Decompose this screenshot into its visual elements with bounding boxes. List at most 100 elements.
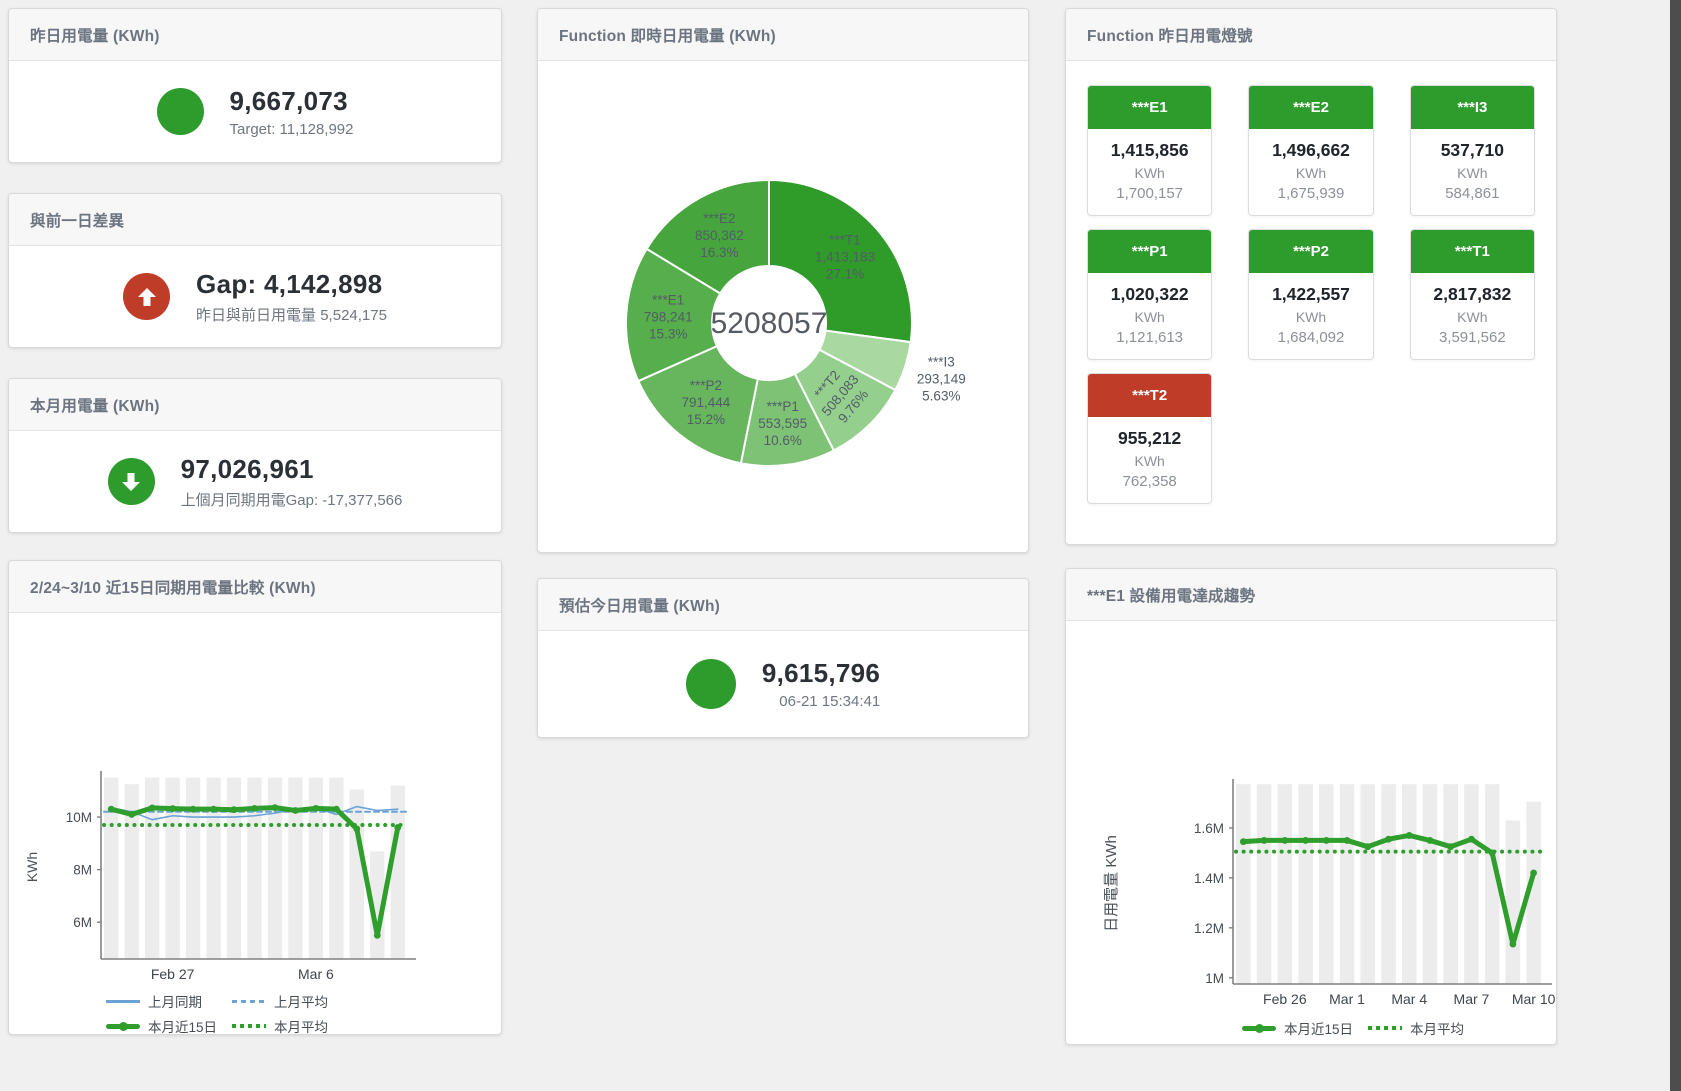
tile-value: 1,415,856: [1110, 140, 1189, 160]
card-header: 本月用電量 (KWh): [9, 379, 501, 431]
svg-text:Mar 10: Mar 10: [1512, 991, 1556, 1007]
arrow-up-icon: [123, 273, 171, 320]
tile-unit: KWh: [1134, 165, 1165, 181]
tile-name: ***T2: [1088, 374, 1212, 417]
legend-label: 本月平均: [1410, 1022, 1464, 1037]
card-title: 2/24~3/10 近15日同期用電量比較 (KWh): [30, 580, 316, 597]
tile-target: 3,591,562: [1438, 329, 1506, 346]
stat-text: Gap: 4,142,898 昨日與前日用電量 5,524,175: [196, 269, 387, 325]
tile-value: 537,710: [1440, 140, 1504, 160]
legend-label: 本月近15日: [1284, 1022, 1354, 1037]
trend-chart-svg[interactable]: 1M 1.2M 1.4M 1.6M Feb 26 Mar 1 Mar 4 Mar 7 Mar 1…: [1066, 621, 1557, 1011]
stat-value: 9,667,073: [229, 85, 348, 116]
card-header: Function 昨日用電燈號: [1066, 9, 1556, 61]
legend-item-1[interactable]: 本月平均: [1368, 1018, 1494, 1038]
legend-item-2[interactable]: 本月近15日: [106, 1016, 232, 1035]
legend-label: Target: [1264, 1043, 1302, 1044]
tile-name: ***P2: [1249, 230, 1373, 273]
stat-value: 97,026,961: [180, 453, 314, 484]
card-title: 與前一日差異: [30, 213, 125, 230]
tile-target: 1,121,613: [1116, 329, 1184, 346]
card-body: 97,026,961 上個月同期用電Gap: -17,377,566: [9, 431, 501, 532]
svg-text:1.4M: 1.4M: [1194, 871, 1224, 886]
trend-chart-legend: 本月近15日 本月平均 Target: [1066, 1016, 1536, 1044]
card-header: Function 即時日用電量 (KWh): [538, 9, 1028, 61]
tile-target: 1,684,092: [1277, 329, 1345, 346]
status-circle-icon: [685, 659, 736, 709]
right-column: Function 昨日用電燈號 ***E1 1,415,856 KWh 1,70…: [1065, 8, 1557, 1045]
legend-label: 上月同期: [148, 995, 202, 1010]
tile-unit: KWh: [1134, 309, 1165, 325]
svg-text:Mar 1: Mar 1: [1329, 991, 1365, 1007]
tile-target: 1,700,157: [1116, 185, 1184, 202]
legend-item-3[interactable]: 本月平均: [232, 1016, 358, 1034]
tile-value: 1,020,322: [1110, 284, 1189, 304]
tile-name: ***E2: [1249, 86, 1373, 129]
compare-chart-svg[interactable]: 6M 8M 10M Feb 27 Mar 6 KWh: [9, 613, 501, 982]
svg-text:Mar 6: Mar 6: [298, 966, 334, 981]
svg-text:Mar 7: Mar 7: [1454, 991, 1490, 1007]
stat-value: Gap: 4,142,898: [196, 268, 383, 299]
legend-item-0[interactable]: 上月同期: [106, 991, 232, 1011]
svg-text:KWh: KWh: [24, 852, 40, 882]
tile-name: ***T1: [1410, 230, 1534, 273]
tile-t1: ***T1 2,817,832 KWh 3,591,562: [1409, 229, 1535, 360]
window-scrollbar[interactable]: [1670, 0, 1681, 1091]
legend-label: 本月近15日: [148, 1020, 218, 1035]
legend-swatch-icon: [106, 1021, 140, 1031]
legend-label: 上月平均: [274, 995, 328, 1010]
tile-unit: KWh: [1134, 453, 1165, 469]
tile-target: 762,358: [1122, 473, 1177, 490]
stat-subtext: 上個月同期用電Gap: -17,377,566: [180, 491, 403, 509]
svg-text:Mar 4: Mar 4: [1391, 991, 1427, 1007]
stat-subtext: Target: 11,128,992: [229, 120, 354, 138]
card-title: 本月用電量 (KWh): [30, 398, 160, 415]
card-title: ***E1 設備用電達成趨勢: [1087, 588, 1256, 605]
tile-p1: ***P1 1,020,322 KWh 1,121,613: [1087, 229, 1213, 360]
card-header: 預估今日用電量 (KWh): [538, 579, 1028, 631]
svg-text:5208057: 5208057: [711, 307, 828, 340]
legend-swatch-icon: [232, 999, 266, 1003]
compare-chart-legend: 上月同期上月平均本月近15日本月平均Target: [9, 986, 429, 1035]
card-title: Function 即時日用電量 (KWh): [559, 28, 776, 45]
legend-item-1[interactable]: 上月平均: [232, 991, 358, 1011]
tile-unit: KWh: [1457, 309, 1488, 325]
tile-unit: KWh: [1295, 309, 1327, 325]
lights-tile-grid: ***E1 1,415,856 KWh 1,700,157 ***E2 1,49…: [1066, 61, 1556, 528]
card-header: 與前一日差異: [9, 194, 501, 246]
svg-text:1M: 1M: [1205, 971, 1224, 986]
legend-item-2[interactable]: Target: [1242, 1043, 1368, 1044]
legend-item-0[interactable]: 本月近15日: [1242, 1018, 1368, 1038]
card-trend-chart: ***E1 設備用電達成趨勢 1M 1.2M 1.4M 1.6M Feb 26 Mar 1…: [1065, 568, 1557, 1045]
svg-text:6M: 6M: [73, 915, 92, 930]
tile-name: ***E1: [1088, 86, 1212, 129]
stat-text: 9,667,073 Target: 11,128,992: [230, 86, 354, 138]
card-title: 預估今日用電量 (KWh): [559, 598, 721, 615]
card-header: 昨日用電量 (KWh): [9, 9, 501, 61]
tile-unit: KWh: [1457, 165, 1488, 181]
tile-value: 1,422,557: [1272, 284, 1350, 304]
tile-name: ***I3: [1410, 86, 1534, 129]
tile-p2: ***P2 1,422,557 KWh 1,684,092: [1248, 229, 1374, 360]
card-day-gap: 與前一日差異 Gap: 4,142,898 昨日與前日用電量 5,524,175: [8, 193, 502, 348]
tile-value: 955,212: [1118, 428, 1182, 448]
card-estimate-today: 預估今日用電量 (KWh) 9,615,796 06-21 15:34:41: [537, 578, 1029, 738]
tile-e1: ***E1 1,415,856 KWh 1,700,157: [1087, 85, 1213, 216]
stat-text: 9,615,796 06-21 15:34:41: [762, 658, 880, 710]
svg-text:1.6M: 1.6M: [1194, 821, 1224, 836]
stat-subtext: 06-21 15:34:41: [779, 693, 881, 710]
svg-text:Feb 27: Feb 27: [151, 966, 195, 981]
status-circle-icon: [156, 88, 204, 135]
left-column: 昨日用電量 (KWh) 9,667,073 Target: 11,128,992…: [8, 8, 502, 1035]
donut-chart-svg[interactable]: ***T1 1,413,183 27.1%***I3 293,149 5.63%***T…: [538, 61, 1028, 546]
svg-text:8M: 8M: [73, 863, 92, 878]
legend-swatch-icon: [232, 1024, 266, 1028]
card-compare-chart: 2/24~3/10 近15日同期用電量比較 (KWh) 6M 8M 10M Feb 2…: [8, 560, 502, 1035]
arrow-down-icon: [107, 458, 155, 505]
tile-i3: ***I3 537,710 KWh 584,861: [1409, 85, 1535, 216]
